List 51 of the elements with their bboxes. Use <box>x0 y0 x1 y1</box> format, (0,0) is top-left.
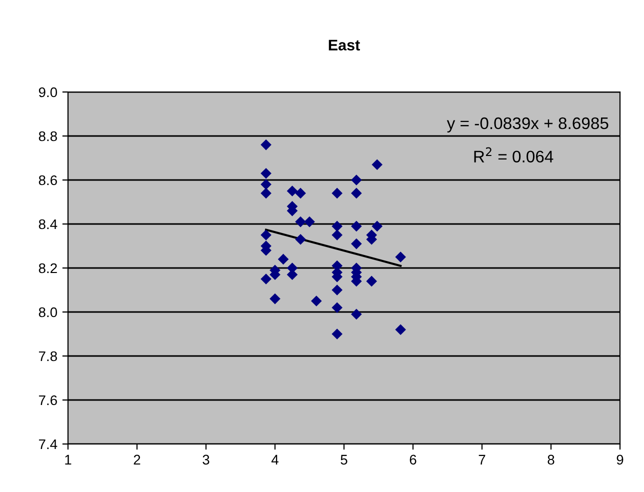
x-tick-label: 4 <box>271 454 278 464</box>
point <box>260 230 272 240</box>
point <box>372 220 383 232</box>
y-tick-label: 7.6 <box>38 395 57 406</box>
point <box>260 168 272 179</box>
point <box>260 274 272 284</box>
y-tick-label: 8.4 <box>38 219 58 230</box>
point <box>311 296 322 306</box>
point <box>260 139 272 150</box>
y-tick-label: 8.6 <box>38 175 57 186</box>
x-tick-label: 5 <box>340 454 348 465</box>
point <box>351 188 362 199</box>
point <box>351 308 362 320</box>
point <box>351 174 362 186</box>
x-tick-label: 2 <box>134 454 140 464</box>
point <box>351 238 362 250</box>
point <box>372 159 383 170</box>
point <box>332 284 342 296</box>
point <box>332 230 342 240</box>
x-tick-label: 9 <box>616 454 624 465</box>
x-tick-label: 7 <box>478 454 486 464</box>
y-tick-label: 7.4 <box>38 439 58 450</box>
point <box>332 328 342 340</box>
x-tick-label: 1 <box>65 454 72 464</box>
y-tick-label: 7.8 <box>38 351 57 362</box>
y-tick-label: 8.0 <box>38 307 58 318</box>
point <box>304 216 315 228</box>
y-tick-label: 8.2 <box>38 263 57 274</box>
point <box>332 302 342 313</box>
point <box>332 220 342 232</box>
annotation: y = -0.0839x + 8.6985 <box>446 117 608 132</box>
x-tick-label: 3 <box>202 454 210 465</box>
chart-title: East <box>328 40 360 50</box>
point <box>278 254 289 265</box>
point <box>332 188 342 199</box>
x-tick-label: 8 <box>548 454 554 465</box>
point <box>366 276 377 287</box>
point <box>260 188 272 199</box>
point <box>295 234 306 245</box>
point <box>295 216 306 228</box>
point <box>286 186 298 196</box>
point <box>260 179 272 190</box>
y-tick-label: 9.0 <box>38 87 58 98</box>
point <box>395 324 406 335</box>
x-tick-label: 6 <box>410 454 416 465</box>
point <box>270 293 280 304</box>
annotation: R$^{2}$ = 0.064 <box>474 147 554 162</box>
point <box>351 220 362 232</box>
point <box>295 188 306 199</box>
y-tick-label: 8.8 <box>38 131 57 142</box>
point <box>395 252 406 262</box>
